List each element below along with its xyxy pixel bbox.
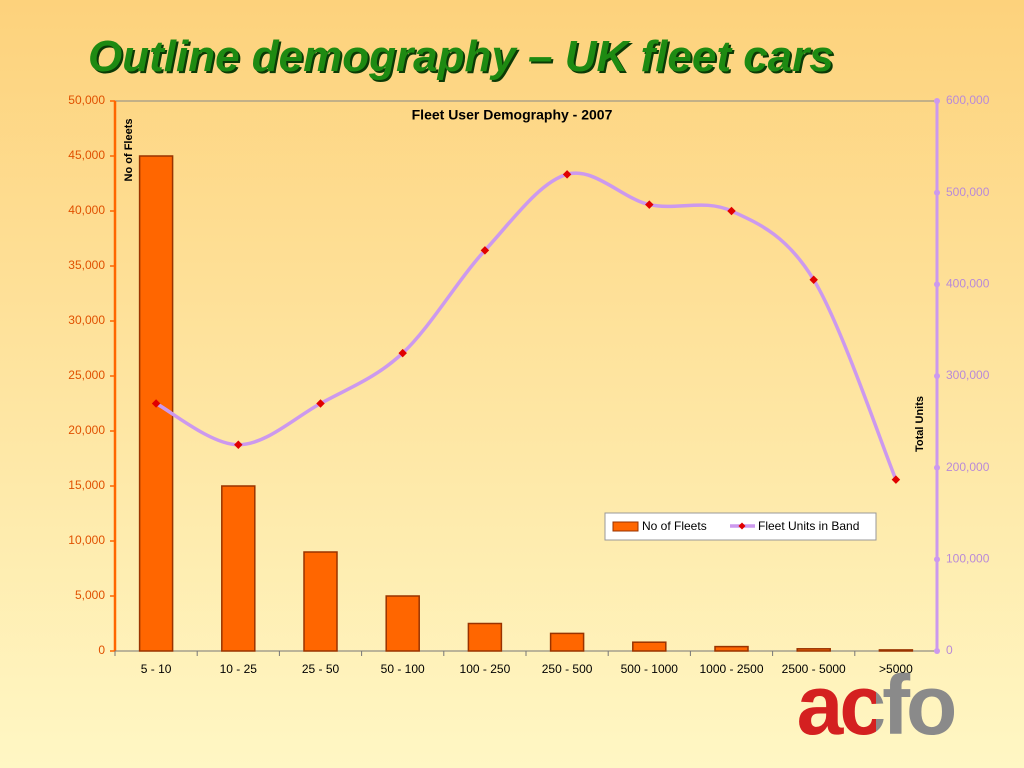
y-tick-label: 0 <box>98 643 105 657</box>
x-tick-label: 250 - 500 <box>542 662 593 676</box>
line-marker <box>645 200 654 209</box>
line-marker <box>234 440 243 449</box>
y2-tick-label: 0 <box>946 643 953 657</box>
y2-tick-label: 600,000 <box>946 93 990 107</box>
y2-tick <box>934 98 940 104</box>
bar <box>796 648 831 652</box>
x-tick-label: 100 - 250 <box>460 662 511 676</box>
line-marker <box>809 275 818 284</box>
slide-title: Outline demography – UK fleet cars <box>88 32 834 81</box>
line-marker <box>562 170 572 179</box>
x-tick-label: 5 - 10 <box>141 662 172 676</box>
y-tick-label: 20,000 <box>68 423 105 437</box>
y-tick-label: 25,000 <box>68 368 105 382</box>
bar <box>221 485 256 652</box>
legend-marker <box>738 522 746 530</box>
x-tick-label: 50 - 100 <box>381 662 425 676</box>
y-tick-label: 35,000 <box>68 258 105 272</box>
legend-label: Fleet Units in Band <box>758 519 859 533</box>
x-tick-label: >5000 <box>879 662 913 676</box>
legend-label: No of Fleets <box>642 519 707 533</box>
y-tick-label: 5,000 <box>75 588 105 602</box>
y2-axis-title: Total Units <box>914 396 926 452</box>
line-marker <box>891 475 901 484</box>
x-tick-label: 500 - 1000 <box>621 662 679 676</box>
y-axis-title: No of Fleets <box>123 119 135 182</box>
y2-tick-label: 500,000 <box>946 185 990 199</box>
y2-tick-label: 200,000 <box>946 460 990 474</box>
y-tick-label: 15,000 <box>68 478 105 492</box>
chart-title: Fleet User Demography - 2007 <box>412 107 613 123</box>
x-tick-label: 1000 - 2500 <box>699 662 763 676</box>
legend: No of Fleets Fleet Units in Band <box>604 512 877 541</box>
y2-tick <box>934 464 940 471</box>
y2-tick <box>934 189 940 196</box>
x-tick-label: 10 - 25 <box>220 662 258 676</box>
bar <box>549 632 585 652</box>
line-marker <box>151 399 161 408</box>
line-marker <box>480 246 490 255</box>
y2-tick <box>934 556 940 563</box>
y-tick-label: 40,000 <box>68 203 105 217</box>
bar <box>467 622 503 652</box>
bar <box>385 595 420 652</box>
x-tick-label: 2500 - 5000 <box>782 662 846 676</box>
y2-tick-label: 100,000 <box>946 552 990 566</box>
y-tick-label: 10,000 <box>68 533 105 547</box>
bar <box>632 641 667 652</box>
y2-tick <box>934 648 940 654</box>
bar <box>303 551 338 652</box>
y2-tick <box>934 373 940 379</box>
line-marker <box>316 399 325 408</box>
bar <box>878 649 914 652</box>
y2-tick <box>934 281 940 288</box>
x-tick-label: 25 - 50 <box>302 662 340 676</box>
y-tick-label: 45,000 <box>68 148 105 162</box>
bar <box>714 645 749 652</box>
y2-tick-label: 400,000 <box>946 277 990 291</box>
line <box>155 171 898 481</box>
y-tick-label: 30,000 <box>68 313 105 327</box>
line-marker <box>398 348 407 358</box>
logo: acfo <box>797 658 955 752</box>
y2-tick-label: 300,000 <box>946 368 990 382</box>
legend-swatch <box>612 521 639 532</box>
y-tick-label: 50,000 <box>68 93 105 107</box>
